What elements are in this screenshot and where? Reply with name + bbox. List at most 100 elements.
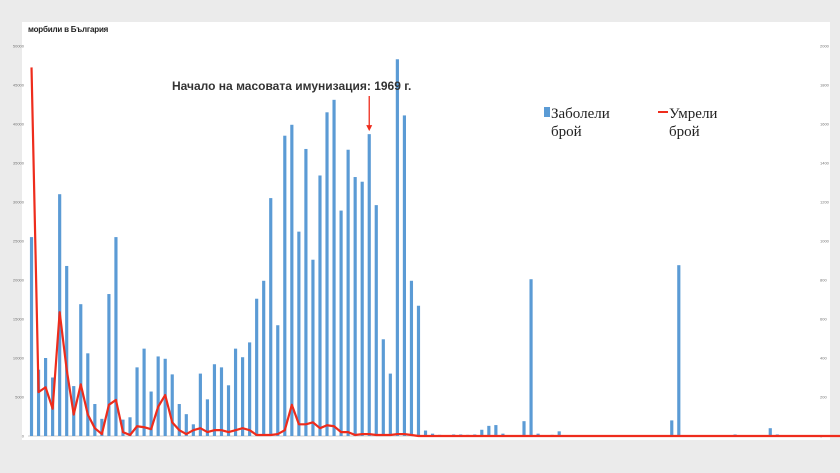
right-tick-label: 600 — [820, 317, 827, 322]
legend-label-deaths-2: брой — [669, 124, 700, 140]
annotation-text: Начало на масовата имунизация: 1969 г. — [172, 79, 411, 93]
cases-bar — [219, 367, 224, 436]
cases-bar — [269, 198, 273, 436]
cases-bar — [241, 357, 245, 436]
legend-swatch-cases — [544, 107, 550, 117]
cases-bar — [487, 425, 491, 436]
cases-bar — [529, 279, 533, 436]
cases-bar — [114, 237, 118, 436]
cases-bar — [332, 99, 336, 436]
cases-bar — [480, 429, 484, 436]
cases-bar — [388, 373, 392, 436]
right-tick-label: 1600 — [820, 122, 830, 127]
cases-bar — [304, 148, 308, 436]
cases-bar — [156, 356, 160, 436]
cases-bar — [339, 210, 343, 436]
cases-bar — [318, 175, 322, 437]
cases-bar — [212, 364, 217, 436]
cases-bar — [283, 135, 287, 436]
legend-label-cases-1: Заболели — [551, 106, 610, 122]
cases-bar — [423, 430, 428, 436]
cases-bar — [205, 399, 209, 436]
left-tick-label: 45000 — [13, 83, 25, 88]
left-tick-label: 5000 — [15, 395, 25, 400]
cases-bar — [276, 325, 280, 436]
legend-label-cases-2: брой — [551, 124, 582, 140]
cases-bar — [353, 177, 357, 437]
right-tick-label: 2000 — [820, 44, 830, 49]
legend-label-deaths-1: Умрели — [669, 106, 717, 122]
cases-bar — [93, 404, 97, 436]
cases-bar — [142, 348, 146, 436]
cases-bar — [416, 305, 421, 436]
cases-bar — [233, 348, 238, 436]
cases-bar — [65, 265, 69, 436]
cases-bar — [346, 149, 350, 437]
cases-bar — [677, 265, 681, 436]
right-tick-label: 800 — [820, 278, 827, 283]
cases-bar — [135, 367, 139, 436]
cases-bar — [107, 294, 111, 436]
cases-bar — [409, 280, 414, 436]
cases-bar — [79, 304, 83, 436]
cases-bar — [36, 369, 41, 436]
legend: Заболели брой Умрели брой — [544, 106, 717, 140]
cases-bar — [226, 385, 231, 436]
left-tick-label: 15000 — [13, 317, 25, 322]
cases-bar — [522, 421, 526, 436]
cases-bar — [255, 298, 259, 436]
cases-bar — [248, 342, 252, 436]
deaths-series-line — [30, 67, 840, 438]
cases-bar — [536, 433, 540, 436]
cases-bar — [430, 433, 435, 436]
cases-bar — [100, 418, 104, 436]
cases-bar — [768, 428, 772, 436]
cases-bar — [367, 134, 371, 436]
cases-bar — [290, 124, 294, 436]
cases-bar — [325, 112, 329, 437]
chart-header-label: морбили в България — [28, 25, 109, 34]
bottom-strip — [0, 440, 840, 473]
cases-bar — [494, 425, 498, 436]
left-tick-label: 40000 — [13, 122, 25, 127]
right-tick-label: 400 — [820, 356, 827, 361]
cases-bar — [86, 353, 90, 436]
cases-bar — [670, 420, 674, 436]
cases-bar — [184, 414, 188, 436]
right-tick-label: 1400 — [820, 161, 830, 166]
left-tick-label: 25000 — [13, 239, 25, 244]
cases-bar — [557, 431, 561, 436]
cases-bar — [311, 259, 315, 436]
left-tick-label: 35000 — [13, 161, 25, 166]
right-tick-label: 200 — [820, 395, 827, 400]
cases-bar — [381, 339, 385, 436]
cases-bar — [374, 205, 378, 436]
cases-bar — [262, 280, 266, 436]
cases-bar — [360, 181, 364, 436]
left-tick-label: 0 — [22, 434, 25, 439]
cases-bar — [177, 404, 181, 436]
left-axis-ticks: 0 5000 10000 15000 20000 25000 30000 35000 40000… — [13, 44, 25, 439]
right-tick-label: 1800 — [820, 83, 830, 88]
annotation-arrow-head — [366, 125, 373, 132]
left-tick-label: 10000 — [13, 356, 25, 361]
immunization-annotation: Начало на масовата имунизация: 1969 г. — [172, 79, 411, 132]
cases-bar — [128, 417, 132, 436]
left-tick-label: 30000 — [13, 200, 25, 205]
left-tick-label: 50000 — [13, 44, 25, 49]
cases-bar — [297, 231, 301, 436]
right-tick-label: 1000 — [820, 239, 830, 244]
cases-bar — [29, 237, 34, 436]
cases-bar — [402, 115, 406, 437]
left-tick-label: 20000 — [13, 278, 25, 283]
cases-bar — [395, 59, 399, 436]
cases-bar — [149, 391, 153, 436]
cases-bar — [170, 374, 174, 436]
cases-bar — [501, 433, 505, 436]
right-tick-label: 1200 — [820, 200, 830, 205]
cases-bar — [198, 373, 202, 436]
cases-bar — [44, 358, 48, 436]
bar-series — [29, 59, 815, 437]
